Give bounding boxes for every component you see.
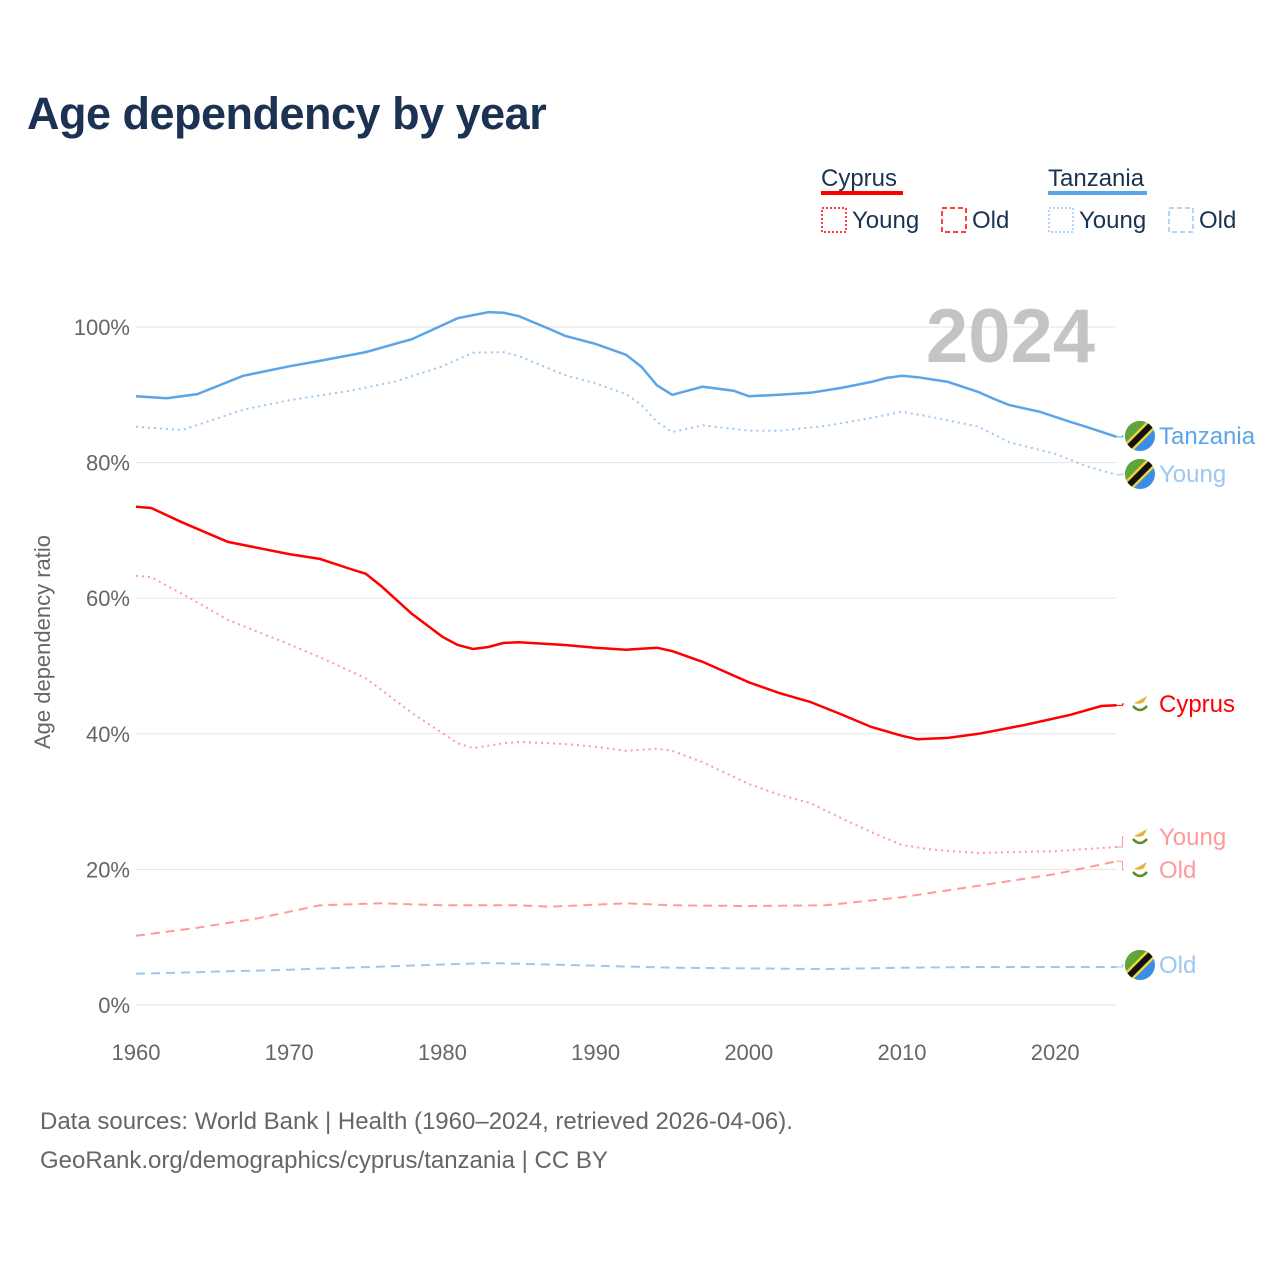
legend-old-swatch [1168, 207, 1194, 233]
end-label: Old [1159, 952, 1196, 979]
cyprus-flag-icon [1125, 855, 1155, 885]
x-tick-label: 1960 [112, 1040, 161, 1065]
legend-country-tanzania[interactable]: Tanzania [1048, 165, 1145, 192]
series-line-cyprus-old [135, 860, 1117, 937]
x-tick-label: 2000 [724, 1040, 773, 1065]
year-label: 2024 [926, 294, 1095, 379]
legend-young-swatch [1048, 207, 1074, 233]
end-label: Tanzania [1159, 423, 1256, 450]
footer-url[interactable]: GeoRank.org/demographics/cyprus/tanzania… [40, 1147, 608, 1174]
cyprus-flag-icon [1125, 689, 1155, 719]
label-connector [1116, 860, 1124, 871]
legend-old-swatch [941, 207, 967, 233]
label-connector [1116, 836, 1124, 848]
y-tick-label: 80% [86, 451, 130, 476]
y-tick-label: 100% [74, 315, 130, 340]
end-label: Young [1159, 461, 1226, 488]
legend-old[interactable]: Old [972, 207, 1009, 234]
y-tick-label: 60% [86, 586, 130, 611]
label-connector [1116, 473, 1124, 476]
series-line-cyprus [135, 505, 1117, 741]
y-tick-label: 0% [98, 993, 130, 1018]
legend-young-swatch [821, 207, 847, 233]
legend-young[interactable]: Young [852, 207, 919, 234]
x-tick-label: 1990 [571, 1040, 620, 1065]
y-tick-label: 20% [86, 857, 130, 882]
end-label: Cyprus [1159, 691, 1235, 718]
x-tick-label: 1980 [418, 1040, 467, 1065]
y-axis-label: Age dependency ratio [30, 535, 55, 749]
tanzania-flag-icon [1125, 421, 1155, 451]
label-connector [1116, 964, 1124, 968]
cyprus-flag-icon [1125, 822, 1155, 852]
legend-old[interactable]: Old [1199, 207, 1236, 234]
end-label: Young [1159, 824, 1226, 851]
tanzania-flag-icon [1125, 459, 1155, 489]
x-tick-label: 2010 [878, 1040, 927, 1065]
tanzania-flag-icon [1125, 950, 1155, 980]
legend-country-cyprus[interactable]: Cyprus [821, 165, 897, 192]
end-label: Old [1159, 857, 1196, 884]
label-connector [1116, 435, 1124, 438]
chart-title: Age dependency by year [27, 88, 547, 139]
x-tick-label: 2020 [1031, 1040, 1080, 1065]
legend-young[interactable]: Young [1079, 207, 1146, 234]
series-line-tanzania [135, 310, 1117, 438]
x-tick-label: 1970 [265, 1040, 314, 1065]
y-tick-label: 40% [86, 722, 130, 747]
label-connector [1116, 703, 1124, 706]
footer-source: Data sources: World Bank | Health (1960–… [40, 1108, 793, 1135]
series-line-tanzania-old [135, 961, 1117, 975]
series-line-cyprus-young [135, 574, 1117, 855]
